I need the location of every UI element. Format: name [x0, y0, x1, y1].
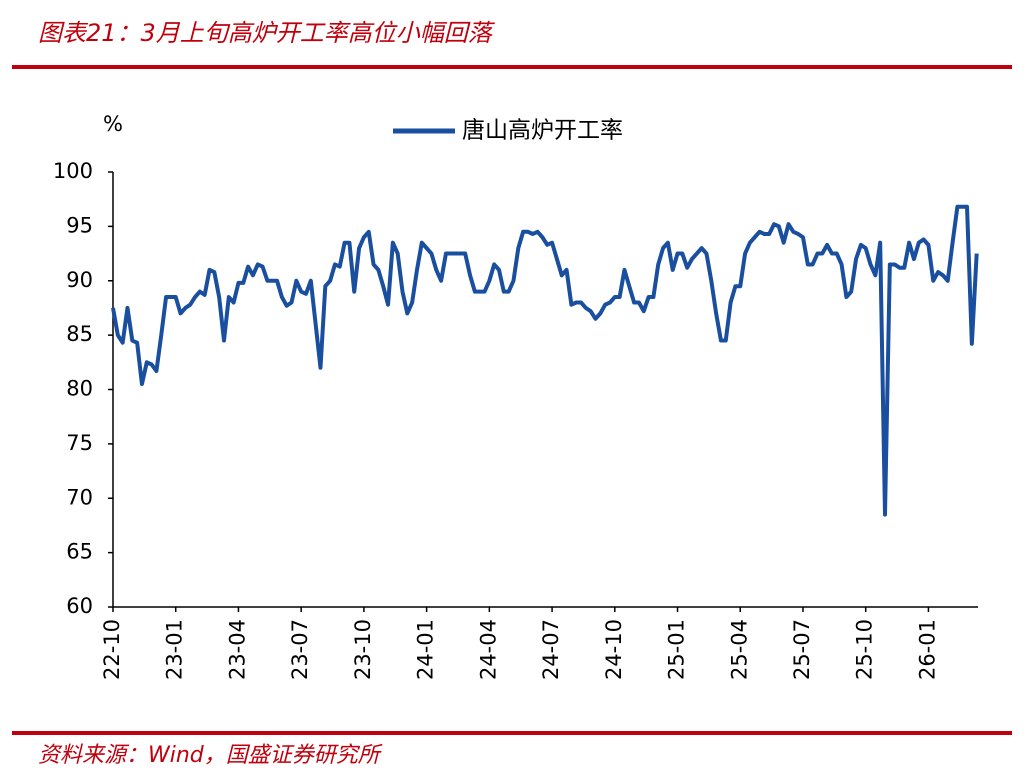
- x-tick-label: 23-04: [225, 619, 249, 680]
- source-note: 资料来源：Wind，国盛证券研究所: [38, 743, 383, 768]
- x-tick-label: 25-07: [790, 619, 814, 680]
- x-tick-label: 25-01: [665, 619, 689, 680]
- y-tick-label: 100: [53, 159, 93, 183]
- y-tick-label: 95: [66, 213, 93, 237]
- x-tick-label: 24-04: [476, 619, 500, 680]
- y-tick-label: 65: [66, 540, 93, 564]
- x-tick-label: 23-07: [288, 619, 312, 680]
- data-line: [111, 204, 979, 517]
- y-axis-unit: %: [103, 112, 123, 136]
- x-tick-label: 23-01: [163, 619, 187, 680]
- y-tick-label: 70: [66, 485, 93, 509]
- chart-title: 图表21：3月上旬高炉开工率高位小幅回落: [38, 19, 496, 47]
- x-tick-label: 22-10: [100, 619, 124, 680]
- legend-label: 唐山高炉开工率: [462, 118, 623, 144]
- x-tick-label: 25-04: [727, 619, 751, 680]
- y-tick-label: 60: [66, 594, 93, 618]
- x-tick-label: 24-07: [539, 619, 563, 680]
- y-tick-label: 80: [66, 377, 93, 401]
- x-tick-label: 23-10: [351, 619, 375, 680]
- y-tick-label: 85: [66, 322, 93, 346]
- y-tick-label: 90: [66, 268, 93, 292]
- y-tick-label: 75: [66, 431, 93, 455]
- x-tick-label: 24-10: [602, 619, 626, 680]
- x-tick-label: 25-10: [853, 619, 877, 680]
- x-tick-label: 24-01: [414, 619, 438, 680]
- x-tick-label: 26-01: [915, 619, 939, 680]
